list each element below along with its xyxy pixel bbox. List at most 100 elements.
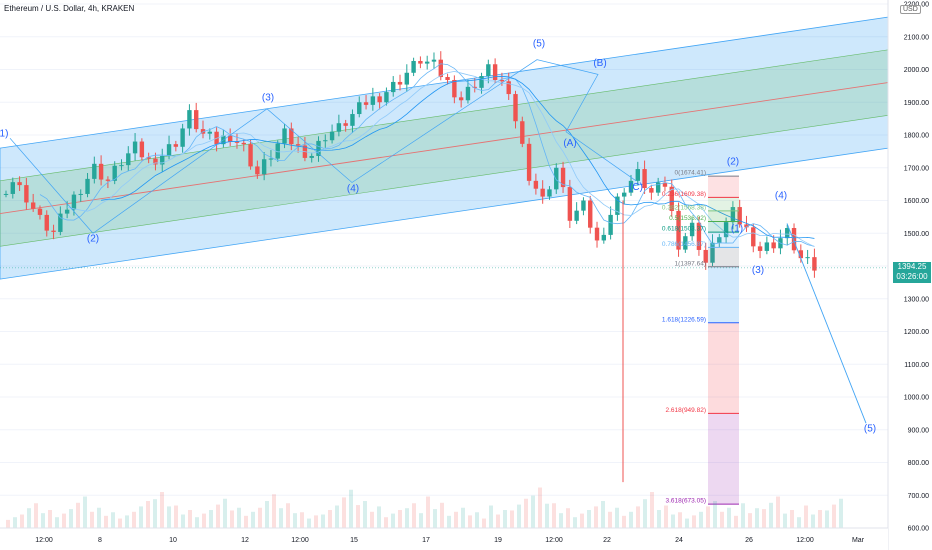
volume-bar: [223, 498, 227, 528]
candle-body: [608, 214, 613, 235]
candle-body: [241, 142, 246, 145]
volume-bar: [629, 511, 633, 528]
volume-bar: [146, 501, 150, 528]
volume-bar: [622, 515, 626, 528]
volume-bar: [545, 503, 549, 528]
candle-body: [431, 59, 437, 62]
candle-body: [744, 224, 749, 228]
candle-body: [526, 143, 532, 181]
volume-bar: [391, 513, 395, 528]
candle-body: [92, 163, 97, 179]
candle-body: [554, 167, 559, 190]
candle-body: [703, 249, 708, 263]
y-tick-label: 2000.00: [904, 67, 929, 74]
volume-bar: [797, 517, 801, 528]
candle-body: [289, 128, 294, 145]
candle-body: [533, 180, 539, 189]
candle-body: [112, 165, 117, 181]
candle-body: [472, 86, 477, 88]
volume-bar: [13, 517, 17, 528]
volume-bar: [251, 511, 255, 528]
volume-bar: [335, 505, 339, 528]
currency-badge[interactable]: USD: [900, 5, 921, 14]
volume-bar: [216, 504, 220, 528]
candle-body: [343, 123, 348, 126]
volume-bar: [195, 517, 199, 528]
last-price-value: 1394.25: [897, 261, 927, 271]
wave-label: (2): [727, 156, 739, 167]
volume-bar: [426, 496, 430, 528]
volume-bar: [552, 503, 556, 528]
volume-bar: [587, 510, 591, 528]
volume-bar: [559, 513, 563, 528]
candle-body: [329, 131, 335, 141]
candle-body: [51, 230, 56, 232]
volume-bar: [762, 509, 766, 528]
x-tick-label: 15: [350, 537, 358, 544]
volume-bar: [496, 514, 500, 528]
moving-average-line: [101, 75, 815, 239]
y-tick-label: 2100.00: [904, 34, 929, 41]
volume-bar: [671, 514, 675, 528]
wave-label: (5): [533, 39, 545, 50]
candle-body: [717, 237, 722, 243]
candle-body: [105, 179, 111, 181]
candle-body: [785, 228, 790, 239]
symbol-title: Ethereum / U.S. Dollar, 4h, KRAKEN: [4, 4, 135, 13]
candle-body: [187, 110, 192, 129]
fib-zone: [708, 197, 739, 211]
candle-body: [635, 169, 640, 181]
volume-bar: [650, 492, 654, 528]
fib-level-label: 0(1674.41): [675, 170, 706, 177]
candle-body: [560, 167, 566, 188]
fib-level-label: 1.618(1226.59): [662, 316, 706, 323]
fib-level-label: 1(1397.64): [675, 260, 706, 267]
volume-bar: [489, 505, 493, 528]
fib-zone: [708, 322, 739, 414]
volume-bar: [153, 499, 157, 528]
volume-bar: [447, 515, 451, 528]
candle-body: [160, 155, 165, 165]
volume-bar: [734, 515, 738, 528]
y-tick-label: 1900.00: [904, 100, 929, 107]
volume-bar: [265, 501, 269, 528]
candle-body: [309, 155, 314, 158]
wave-label: (4): [775, 191, 787, 202]
volume-bar: [615, 507, 619, 528]
candle-body: [37, 208, 43, 215]
volume-bar: [174, 505, 178, 528]
volume-bar: [181, 514, 185, 528]
volume-bar: [538, 487, 542, 528]
wave-label: (2): [87, 233, 99, 244]
candle-body: [771, 242, 776, 249]
volume-bar: [377, 506, 381, 528]
fib-zone: [708, 210, 739, 222]
candle-body: [363, 102, 369, 105]
time-axis-bg: [0, 528, 888, 550]
y-tick-label: 700.00: [908, 493, 930, 500]
candle-body: [194, 110, 199, 130]
volume-bar: [790, 510, 794, 528]
x-tick-label: 12: [241, 537, 249, 544]
volume-bar: [20, 514, 24, 528]
fib-level-label: 0.786(1456.87): [662, 241, 706, 248]
candle-body: [520, 121, 525, 144]
wave-label: (B): [593, 58, 606, 69]
volume-bar: [510, 510, 514, 528]
candle-body: [730, 207, 736, 223]
candle-body: [506, 81, 511, 95]
candle-body: [139, 141, 145, 158]
fib-level-label: 2.618(949.82): [666, 407, 706, 414]
candle-body: [404, 72, 410, 85]
volume-bar: [741, 503, 745, 528]
x-tick-label: 17: [422, 537, 430, 544]
candle-body: [78, 193, 83, 195]
x-tick-label: 12:00: [291, 537, 309, 544]
x-tick-label: Mar: [852, 537, 865, 544]
volume-bar: [237, 507, 241, 528]
candle-body: [812, 257, 817, 271]
candle-body: [357, 102, 362, 115]
volume-bar: [90, 511, 94, 528]
volume-bar: [832, 504, 836, 528]
